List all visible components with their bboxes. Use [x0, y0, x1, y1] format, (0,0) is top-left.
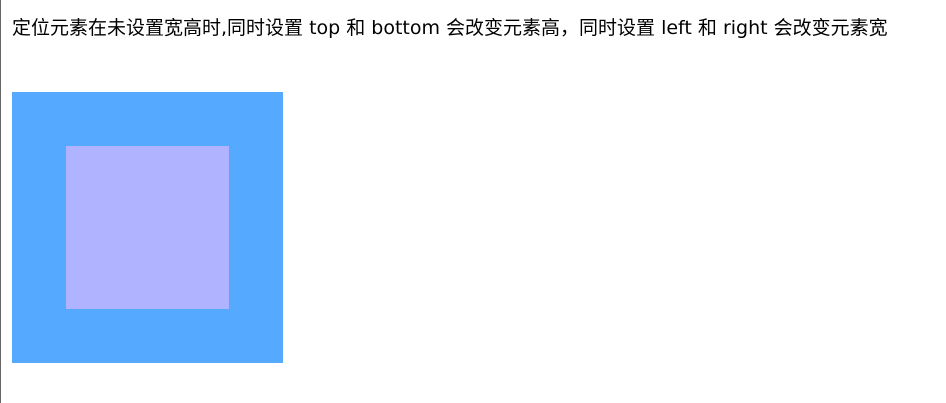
outer-positioned-box — [12, 92, 283, 363]
description-text: 定位元素在未设置宽高时,同时设置 top 和 bottom 会改变元素高，同时设… — [12, 17, 888, 39]
inner-positioned-box — [66, 146, 229, 309]
